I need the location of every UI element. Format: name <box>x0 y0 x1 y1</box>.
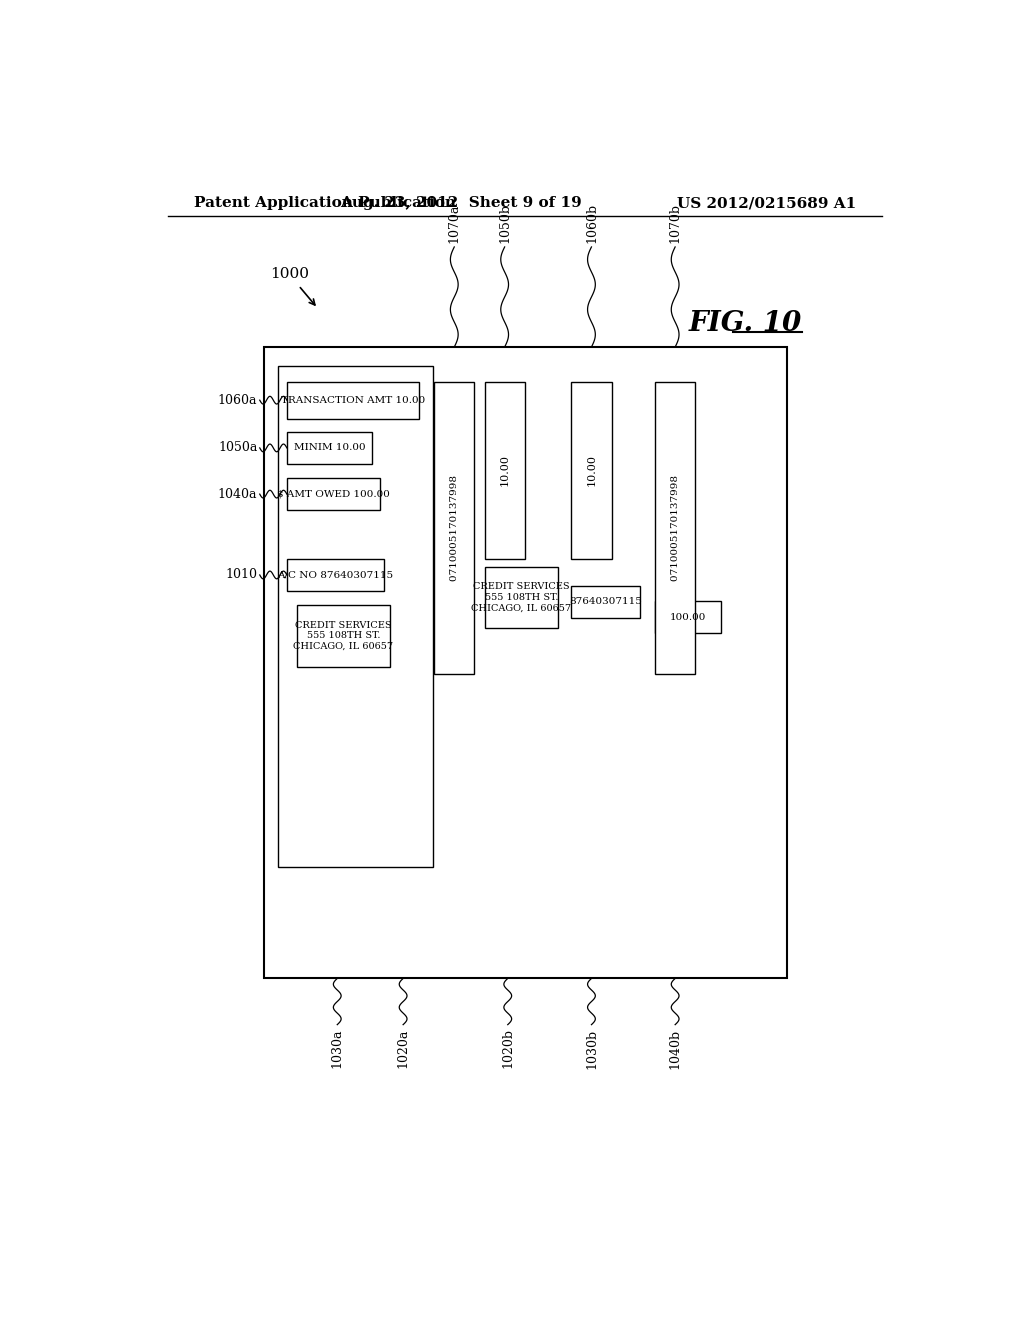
Text: 1070b: 1070b <box>669 203 682 243</box>
Bar <box>297 605 390 667</box>
Text: 1060b: 1060b <box>585 203 598 243</box>
Text: 1060a: 1060a <box>218 393 257 407</box>
Bar <box>571 586 640 618</box>
Bar <box>484 381 524 558</box>
Text: 071000517013​7998: 071000517013​7998 <box>450 475 459 581</box>
Text: $ AMT OWED 100.00: $ AMT OWED 100.00 <box>276 490 390 499</box>
Text: TRANSACTION AMT 10.00: TRANSACTION AMT 10.00 <box>281 396 425 405</box>
Bar <box>278 367 432 867</box>
Text: 1020a: 1020a <box>396 1028 410 1068</box>
Bar <box>655 601 721 634</box>
Text: FIG. 10: FIG. 10 <box>689 310 802 338</box>
Text: US 2012/0215689 A1: US 2012/0215689 A1 <box>677 197 856 210</box>
Bar <box>434 381 474 675</box>
Bar <box>287 381 419 418</box>
Text: Aug. 23, 2012  Sheet 9 of 19: Aug. 23, 2012 Sheet 9 of 19 <box>340 197 582 210</box>
Bar <box>263 347 786 978</box>
Text: Patent Application Publication: Patent Application Publication <box>194 197 456 210</box>
Text: MINIM 10.00: MINIM 10.00 <box>294 444 366 453</box>
Bar <box>571 381 611 558</box>
Text: 10.00: 10.00 <box>587 454 596 486</box>
Text: A/C NO 87640307115: A/C NO 87640307115 <box>278 570 393 579</box>
Text: 100.00: 100.00 <box>670 612 707 622</box>
Text: 071000517013​7998: 071000517013​7998 <box>671 475 680 581</box>
Text: 1040b: 1040b <box>669 1028 682 1069</box>
Text: 1050b: 1050b <box>498 203 511 243</box>
Bar <box>484 566 558 628</box>
Text: 1010: 1010 <box>225 569 257 582</box>
Text: 1030a: 1030a <box>331 1028 344 1068</box>
Bar <box>287 558 384 591</box>
Text: 1000: 1000 <box>269 267 308 281</box>
Text: CREDIT SERVICES
555 108TH ST.
CHICAGO, IL 60657: CREDIT SERVICES 555 108TH ST. CHICAGO, I… <box>294 620 393 651</box>
Text: 1020b: 1020b <box>502 1028 514 1068</box>
Text: 1040a: 1040a <box>218 487 257 500</box>
Bar <box>287 478 380 511</box>
Bar <box>287 432 372 465</box>
Bar <box>655 381 695 675</box>
Text: 87640307115: 87640307115 <box>569 598 642 606</box>
Text: 10.00: 10.00 <box>500 454 510 486</box>
Text: 1050a: 1050a <box>218 441 257 454</box>
Text: 1070a: 1070a <box>447 203 461 243</box>
Text: CREDIT SERVICES
555 108TH ST.
CHICAGO, IL 60657: CREDIT SERVICES 555 108TH ST. CHICAGO, I… <box>471 582 571 612</box>
Text: 1030b: 1030b <box>585 1028 598 1069</box>
